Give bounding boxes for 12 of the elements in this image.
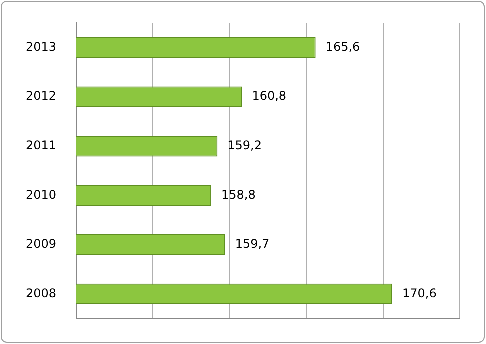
y-tick-label: 2013: [26, 40, 57, 54]
data-label: 160,8: [252, 89, 287, 104]
y-tick-label: 2012: [26, 89, 57, 104]
data-label: 159,2: [228, 138, 262, 152]
data-label: 165,6: [326, 40, 360, 54]
data-label: 170,6: [402, 286, 437, 300]
y-tick-label: 2011: [26, 138, 57, 152]
y-tick-label: 2009: [26, 237, 57, 252]
y-tick-label: 2010: [26, 188, 57, 202]
data-label: 159,7: [235, 237, 270, 252]
y-tick-label: 2008: [26, 286, 57, 300]
data-label: 158,8: [222, 188, 256, 202]
